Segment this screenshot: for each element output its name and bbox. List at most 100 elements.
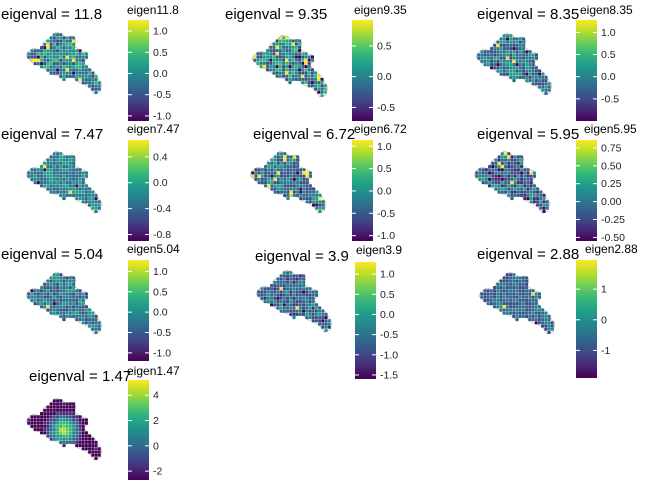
- map-region: [81, 74, 85, 79]
- colorbar-tick-label: 0.0: [377, 71, 392, 83]
- map-region: [65, 405, 69, 409]
- map-region: [516, 171, 521, 175]
- map-region: [71, 68, 76, 72]
- map-region: [483, 53, 487, 57]
- colorbar-tick-label: 0.0: [377, 185, 392, 197]
- map-region: [295, 180, 300, 185]
- map-region: [311, 309, 315, 313]
- map-region: [496, 53, 500, 57]
- colorbar-tick-label: 1.0: [153, 266, 168, 278]
- map-region: [87, 321, 92, 325]
- map-region: [55, 421, 60, 425]
- map-region: [46, 301, 50, 306]
- map-region: [46, 52, 50, 56]
- map-region: [71, 418, 76, 422]
- map-region: [62, 196, 66, 201]
- map-region: [49, 168, 53, 172]
- map-region: [288, 42, 292, 46]
- map-region: [91, 440, 95, 445]
- map-region: [68, 177, 73, 182]
- map-region: [278, 39, 283, 43]
- map-region: [68, 418, 73, 422]
- map-region: [512, 78, 516, 83]
- map-region: [275, 45, 279, 50]
- map-region: [43, 305, 47, 309]
- map-region: [65, 437, 69, 441]
- map-region: [299, 187, 303, 191]
- map-region: [507, 158, 511, 162]
- map-region: [78, 440, 82, 445]
- map-region: [295, 287, 299, 291]
- map-region: [489, 62, 494, 67]
- map-1: [25, 31, 103, 95]
- map-region: [310, 84, 315, 88]
- map-region: [547, 330, 551, 335]
- map-region: [528, 292, 532, 296]
- legend-title-10: eigen1.47: [127, 364, 180, 378]
- map-region: [59, 55, 63, 59]
- map-region: [282, 287, 287, 291]
- map-region: [528, 72, 532, 76]
- map-region: [43, 164, 47, 169]
- map-region: [68, 168, 73, 172]
- map-region: [71, 52, 76, 56]
- map-region: [295, 174, 300, 178]
- map-region: [499, 301, 503, 306]
- map-region: [269, 296, 274, 301]
- map-region: [75, 311, 79, 315]
- map-region: [289, 190, 293, 194]
- map-region: [59, 164, 63, 169]
- map-region: [314, 312, 319, 317]
- map-region: [62, 427, 66, 432]
- map-region: [270, 177, 274, 182]
- map-region: [294, 48, 299, 53]
- map-region: [43, 418, 47, 422]
- map-region: [314, 306, 319, 310]
- map-region: [289, 290, 293, 294]
- map-region: [279, 184, 284, 188]
- map-region: [52, 174, 57, 178]
- map-region: [46, 424, 50, 429]
- panel-title-9: eigenval = 2.88: [477, 246, 579, 263]
- map-region: [49, 431, 53, 435]
- map-region: [91, 447, 95, 451]
- map-region: [512, 279, 516, 283]
- map-region: [49, 424, 53, 429]
- map-region: [55, 184, 60, 188]
- map-region: [94, 84, 98, 88]
- map-region: [46, 415, 50, 419]
- map-region: [65, 311, 69, 315]
- map-region: [529, 174, 533, 178]
- map-region: [267, 171, 271, 175]
- map-region: [499, 46, 503, 51]
- map-region: [301, 64, 305, 69]
- map-region: [49, 301, 53, 306]
- map-region: [486, 56, 491, 60]
- map-region: [493, 50, 497, 54]
- map-region: [59, 71, 63, 75]
- colorbar-tick-label: 0.50: [601, 160, 622, 172]
- ticks-3: 1.00.50.0-0.5: [576, 27, 619, 105]
- map-region: [84, 68, 89, 72]
- map-region: [524, 305, 529, 309]
- map-region: [516, 158, 521, 162]
- map-region: [71, 289, 76, 293]
- map-region: [515, 40, 519, 44]
- map-region: [254, 174, 258, 178]
- map-region: [292, 177, 297, 182]
- map-region: [59, 36, 63, 40]
- map-region: [43, 58, 47, 63]
- map-region: [529, 190, 533, 194]
- map-region: [68, 184, 73, 188]
- map-region: [71, 39, 76, 43]
- map-region: [294, 55, 299, 59]
- map-region: [539, 193, 543, 198]
- map-region: [502, 59, 507, 64]
- map-region: [46, 171, 50, 175]
- map-region: [528, 295, 532, 299]
- map-region: [43, 411, 47, 416]
- map-region: [285, 42, 289, 46]
- map-region: [289, 184, 293, 188]
- map-region: [62, 161, 66, 166]
- map-region: [272, 61, 276, 66]
